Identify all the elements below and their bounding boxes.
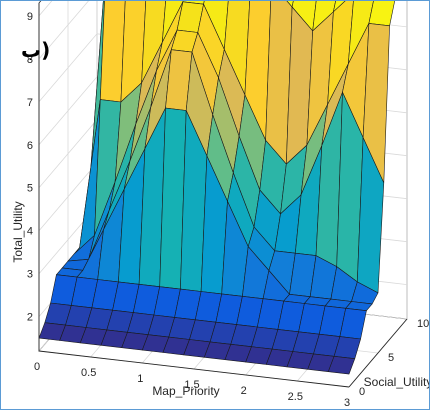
panel-label: ب) (21, 38, 50, 62)
x-tick-label: 2 (241, 385, 247, 397)
x-tick-label: 3 (344, 397, 350, 409)
x-tick-label: 0 (34, 361, 40, 373)
y-tick-label: 10 (417, 318, 429, 330)
z-tick-label: 2 (27, 312, 33, 324)
x-tick-label: 1 (137, 373, 143, 385)
z-tick-label: 7 (27, 97, 33, 109)
z-tick-label: 6 (27, 140, 33, 152)
z-tick-label: 9 (27, 11, 33, 23)
x-tick-label: 0.5 (81, 367, 96, 379)
surface-mesh (38, 1, 395, 375)
x-axis-label: Map_Priority (152, 384, 219, 398)
z-tick-label: 3 (27, 269, 33, 281)
y-tick-label: 0 (359, 386, 365, 398)
y-tick-label: 5 (388, 352, 394, 364)
x-tick-label: 1.5 (184, 379, 199, 391)
z-tick-label: 5 (27, 183, 33, 195)
y-axis-line (348, 318, 408, 388)
z-axis-label: Total_Utility (11, 201, 25, 262)
surface-patch (327, 355, 356, 375)
axes-frame (38, 3, 408, 388)
z-tick-label: 8 (27, 54, 33, 66)
y-axis-label: Social_Utility (364, 375, 429, 389)
z-tick-label: 4 (27, 226, 33, 238)
x-axis-line (38, 350, 350, 388)
x-tick-label: 2.5 (288, 391, 303, 403)
